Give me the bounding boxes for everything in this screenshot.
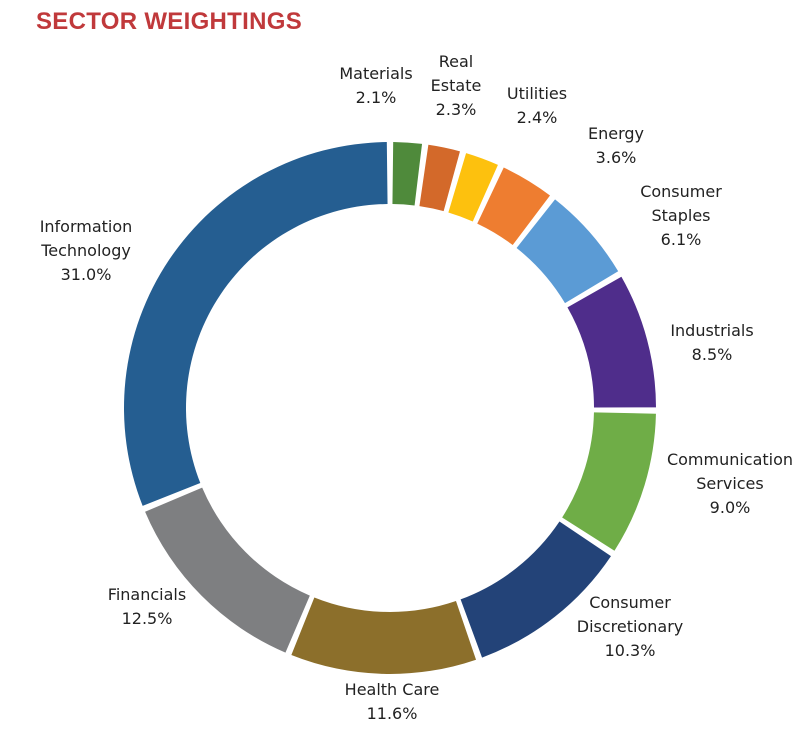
slice-materials [392,142,423,206]
label-industrials: Industrials 8.5% [670,321,753,364]
category-label: Materials [339,64,412,83]
category-label: Communication [667,450,793,469]
category-label: Technology [40,241,131,260]
category-label: Consumer [589,593,671,612]
slice-communication-services [562,412,656,551]
slice-information-technology [124,142,388,506]
label-consumer-discretionary: Consumer Discretionary 10.3% [577,593,683,660]
value-label: 10.3% [605,641,656,660]
value-label: 9.0% [710,498,751,517]
slice-industrials [567,276,656,408]
value-label: 6.1% [661,230,702,249]
slice-real-estate [419,144,460,212]
slice-energy [477,167,551,246]
label-health-care: Health Care 11.6% [345,680,440,723]
label-financials: Financials 12.5% [108,585,186,628]
slice-utilities [448,153,498,222]
chart-title: SECTOR WEIGHTINGS [36,8,303,35]
category-label: Utilities [507,84,567,103]
value-label: 2.1% [356,88,397,107]
label-communication-services: Communication Services 9.0% [667,450,793,517]
category-label: Energy [588,124,644,143]
slice-financials [145,487,310,653]
category-label: Financials [108,585,186,604]
category-label: Real [439,52,474,71]
value-label: 2.4% [517,108,558,127]
label-utilities: Utilities 2.4% [507,84,567,127]
donut-slices [124,142,656,674]
category-label: Health Care [345,680,440,699]
category-label: Consumer [640,182,722,201]
value-label: 3.6% [596,148,637,167]
value-label: 8.5% [692,345,733,364]
slice-health-care [291,597,477,674]
value-label: 11.6% [367,704,418,723]
slice-labels: Materials 2.1% Real Estate 2.3% Utilities 2.4%… [40,52,793,723]
category-label: Discretionary [577,617,683,636]
label-consumer-staples: Consumer Staples 6.1% [640,182,722,249]
label-information-technology: Information Technology 31.0% [40,217,133,284]
value-label: 2.3% [436,100,477,119]
label-materials: Materials 2.1% [339,64,412,107]
category-label: Information [40,217,133,236]
value-label: 31.0% [61,265,112,284]
slice-consumer-discretionary [460,521,611,658]
category-label: Industrials [670,321,753,340]
slice-consumer-staples [516,199,619,304]
category-label: Services [696,474,763,493]
label-real-estate: Real Estate 2.3% [431,52,482,119]
label-energy: Energy 3.6% [588,124,644,167]
value-label: 12.5% [122,609,173,628]
category-label: Staples [651,206,710,225]
category-label: Estate [431,76,482,95]
